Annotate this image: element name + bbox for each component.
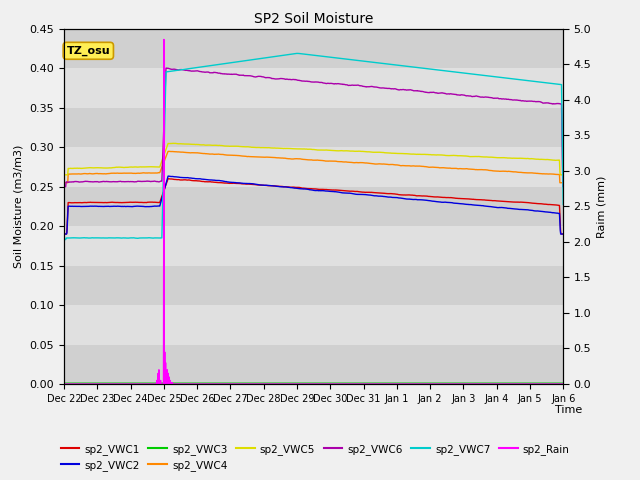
Bar bbox=[64, 29, 563, 68]
Y-axis label: Raim (mm): Raim (mm) bbox=[597, 175, 607, 238]
Bar bbox=[64, 305, 563, 345]
Bar bbox=[64, 345, 563, 384]
Bar bbox=[64, 108, 563, 147]
Bar bbox=[64, 187, 563, 226]
Text: TZ_osu: TZ_osu bbox=[67, 46, 110, 56]
Bar bbox=[64, 147, 563, 187]
Legend: sp2_VWC1, sp2_VWC2, sp2_VWC3, sp2_VWC4, sp2_VWC5, sp2_VWC6, sp2_VWC7, sp2_Rain: sp2_VWC1, sp2_VWC2, sp2_VWC3, sp2_VWC4, … bbox=[56, 439, 574, 475]
X-axis label: Time: Time bbox=[555, 405, 582, 415]
Title: SP2 Soil Moisture: SP2 Soil Moisture bbox=[254, 12, 373, 26]
Bar bbox=[64, 265, 563, 305]
Bar bbox=[64, 226, 563, 265]
Bar bbox=[64, 68, 563, 108]
Y-axis label: Soil Moisture (m3/m3): Soil Moisture (m3/m3) bbox=[14, 144, 24, 268]
